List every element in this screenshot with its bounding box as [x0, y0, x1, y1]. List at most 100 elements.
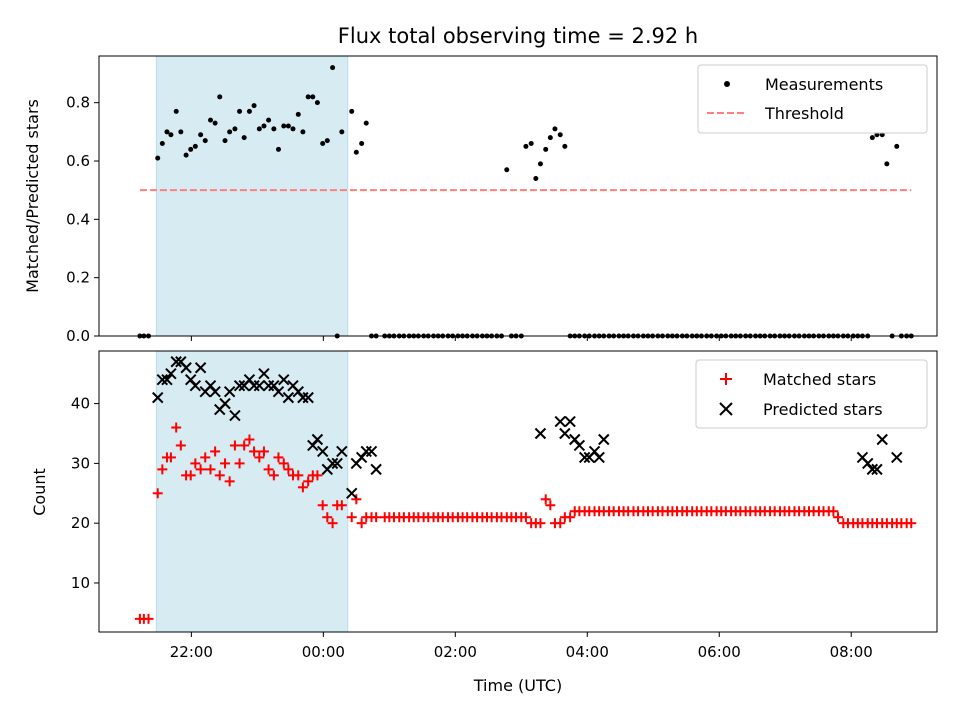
top-measurements-point: [183, 152, 189, 158]
bottom-predicted-stars-point: [161, 373, 173, 386]
bottom-predicted-stars-point: [282, 391, 295, 404]
bottom-predicted-stars-point: [152, 391, 164, 404]
bottom-matched-stars-point: [283, 464, 294, 475]
bottom-axes-frame: [98, 350, 938, 633]
bottom-matched-stars-point: [229, 440, 240, 451]
bottom-matched-stars-point: [327, 518, 338, 529]
top-measurements-point: [178, 129, 184, 135]
top-measurements-point: [869, 135, 875, 141]
top-y-tick-label: 0.0: [66, 327, 90, 345]
top-measurements-point: [504, 167, 510, 173]
bottom-predicted-stars-point: [365, 445, 378, 458]
top-measurements-point: [305, 94, 311, 100]
x-tick-label: 02:00: [434, 643, 477, 661]
bottom-predicted-stars-point: [891, 451, 903, 464]
top-measurements-point: [295, 111, 301, 117]
top-y-tick-label: 0.4: [66, 210, 90, 228]
bottom-x-ticks: 22:00 00:00 02:00 04:00 06:00 08:00: [170, 632, 873, 661]
top-measurements-point: [324, 138, 330, 144]
top-measurements-point: [300, 129, 306, 135]
bottom-matched-stars-point: [210, 446, 221, 457]
bottom-y-tick-label: 40: [71, 395, 90, 413]
top-measurements-point: [232, 126, 238, 132]
chart-title: Flux total observing time = 2.92 h: [338, 24, 698, 48]
bottom-predicted-stars-point: [346, 487, 358, 500]
bottom-matched-stars-point: [356, 518, 367, 529]
bottom-matched-stars-point: [545, 500, 556, 511]
top-measurements-point: [543, 146, 549, 152]
top-measurements-point: [222, 138, 228, 144]
bottom-matched-stars-point: [303, 476, 314, 487]
x-tick-label: 00:00: [302, 643, 345, 661]
bottom-predicted-stars-point: [311, 433, 324, 446]
bottom-matched-stars-point: [828, 506, 839, 517]
top-measurements-point: [320, 141, 326, 146]
bottom-predicted-stars-point: [593, 451, 605, 464]
top-measurements-point: [227, 129, 233, 135]
top-y-ticks: 0.0 0.2 0.4 0.6 0.8: [66, 94, 99, 345]
bottom-matched-stars-point: [336, 500, 347, 511]
top-x-ticks: [190, 336, 852, 341]
bottom-matched-stars-point: [249, 446, 260, 457]
bottom-predicted-stars-point: [170, 356, 182, 368]
bottom-predicted-stars-point: [559, 427, 571, 440]
bottom-y-axis-label: Count: [30, 468, 49, 516]
bottom-matched-stars-point: [171, 422, 182, 433]
top-measurements-point: [290, 126, 296, 132]
top-measurements-point: [275, 146, 281, 152]
top-measurements-point: [168, 132, 174, 138]
bottom-matched-stars-point: [297, 482, 308, 493]
top-measurements-point: [285, 123, 291, 129]
top-measurements-point: [155, 155, 161, 161]
bottom-matched-stars-point: [185, 470, 196, 481]
top-measurements-point: [271, 126, 277, 132]
top-measurements-point: [353, 149, 359, 155]
bottom-predicted-stars-point: [534, 427, 547, 440]
top-y-axis-label: Matched/Predicted stars: [23, 99, 42, 293]
top-measurements-point: [164, 129, 170, 135]
bottom-matched-stars-point: [234, 458, 245, 469]
bottom-matched-stars-point: [258, 446, 269, 457]
bottom-legend-box: [695, 359, 928, 429]
bottom-predicted-stars-point: [578, 451, 591, 464]
top-measurements-point: [330, 65, 336, 71]
top-measurements-point: [528, 141, 534, 146]
bottom-predicted-stars-point: [573, 439, 586, 452]
bottom-matched-stars-point: [278, 458, 289, 469]
top-legend: Measurements Threshold: [697, 64, 928, 134]
bottom-matched-stars-point: [371, 512, 382, 523]
bottom-matched-stars-point: [239, 440, 250, 451]
bottom-matched-stars-point: [165, 452, 176, 463]
top-measurements-point: [537, 161, 543, 167]
top-measurements-point: [217, 94, 223, 100]
bottom-y-ticks: 10 20 30 40: [71, 395, 99, 592]
bottom-matched-stars-point: [268, 470, 279, 481]
x-tick-label: 22:00: [170, 643, 213, 661]
bottom-predicted-stars-point: [209, 385, 221, 398]
top-measurements-point: [363, 120, 369, 126]
bottom-predicted-stars-point: [316, 445, 329, 458]
bottom-matched-stars-point: [157, 464, 168, 475]
x-tick-label: 08:00: [830, 643, 873, 661]
bottom-shaded-span: [155, 350, 349, 633]
bottom-predicted-stars-point: [302, 391, 314, 404]
top-measurements-point: [241, 135, 247, 141]
bottom-predicted-stars-point: [189, 379, 202, 392]
bottom-matched-stars-point: [322, 512, 333, 523]
bottom-predicted-stars-point: [233, 379, 246, 392]
bottom-matched-stars-point: [214, 470, 225, 481]
top-measurements-point: [198, 132, 204, 138]
bottom-matched-stars-point: [244, 434, 255, 445]
bottom-predicted-stars-point: [272, 385, 285, 398]
bottom-matched-stars-point: [555, 518, 566, 529]
bottom-predicted-stars-point: [370, 463, 382, 476]
bottom-matched-stars-point: [254, 452, 265, 463]
top-measurements-point: [884, 161, 890, 167]
top-measurements-point: [349, 108, 355, 114]
top-measurements-point: [202, 138, 208, 144]
bottom-predicted-stars-point: [278, 373, 290, 386]
bottom-predicted-stars-point: [554, 415, 566, 428]
legend-matched-label: Matched stars: [763, 370, 876, 389]
